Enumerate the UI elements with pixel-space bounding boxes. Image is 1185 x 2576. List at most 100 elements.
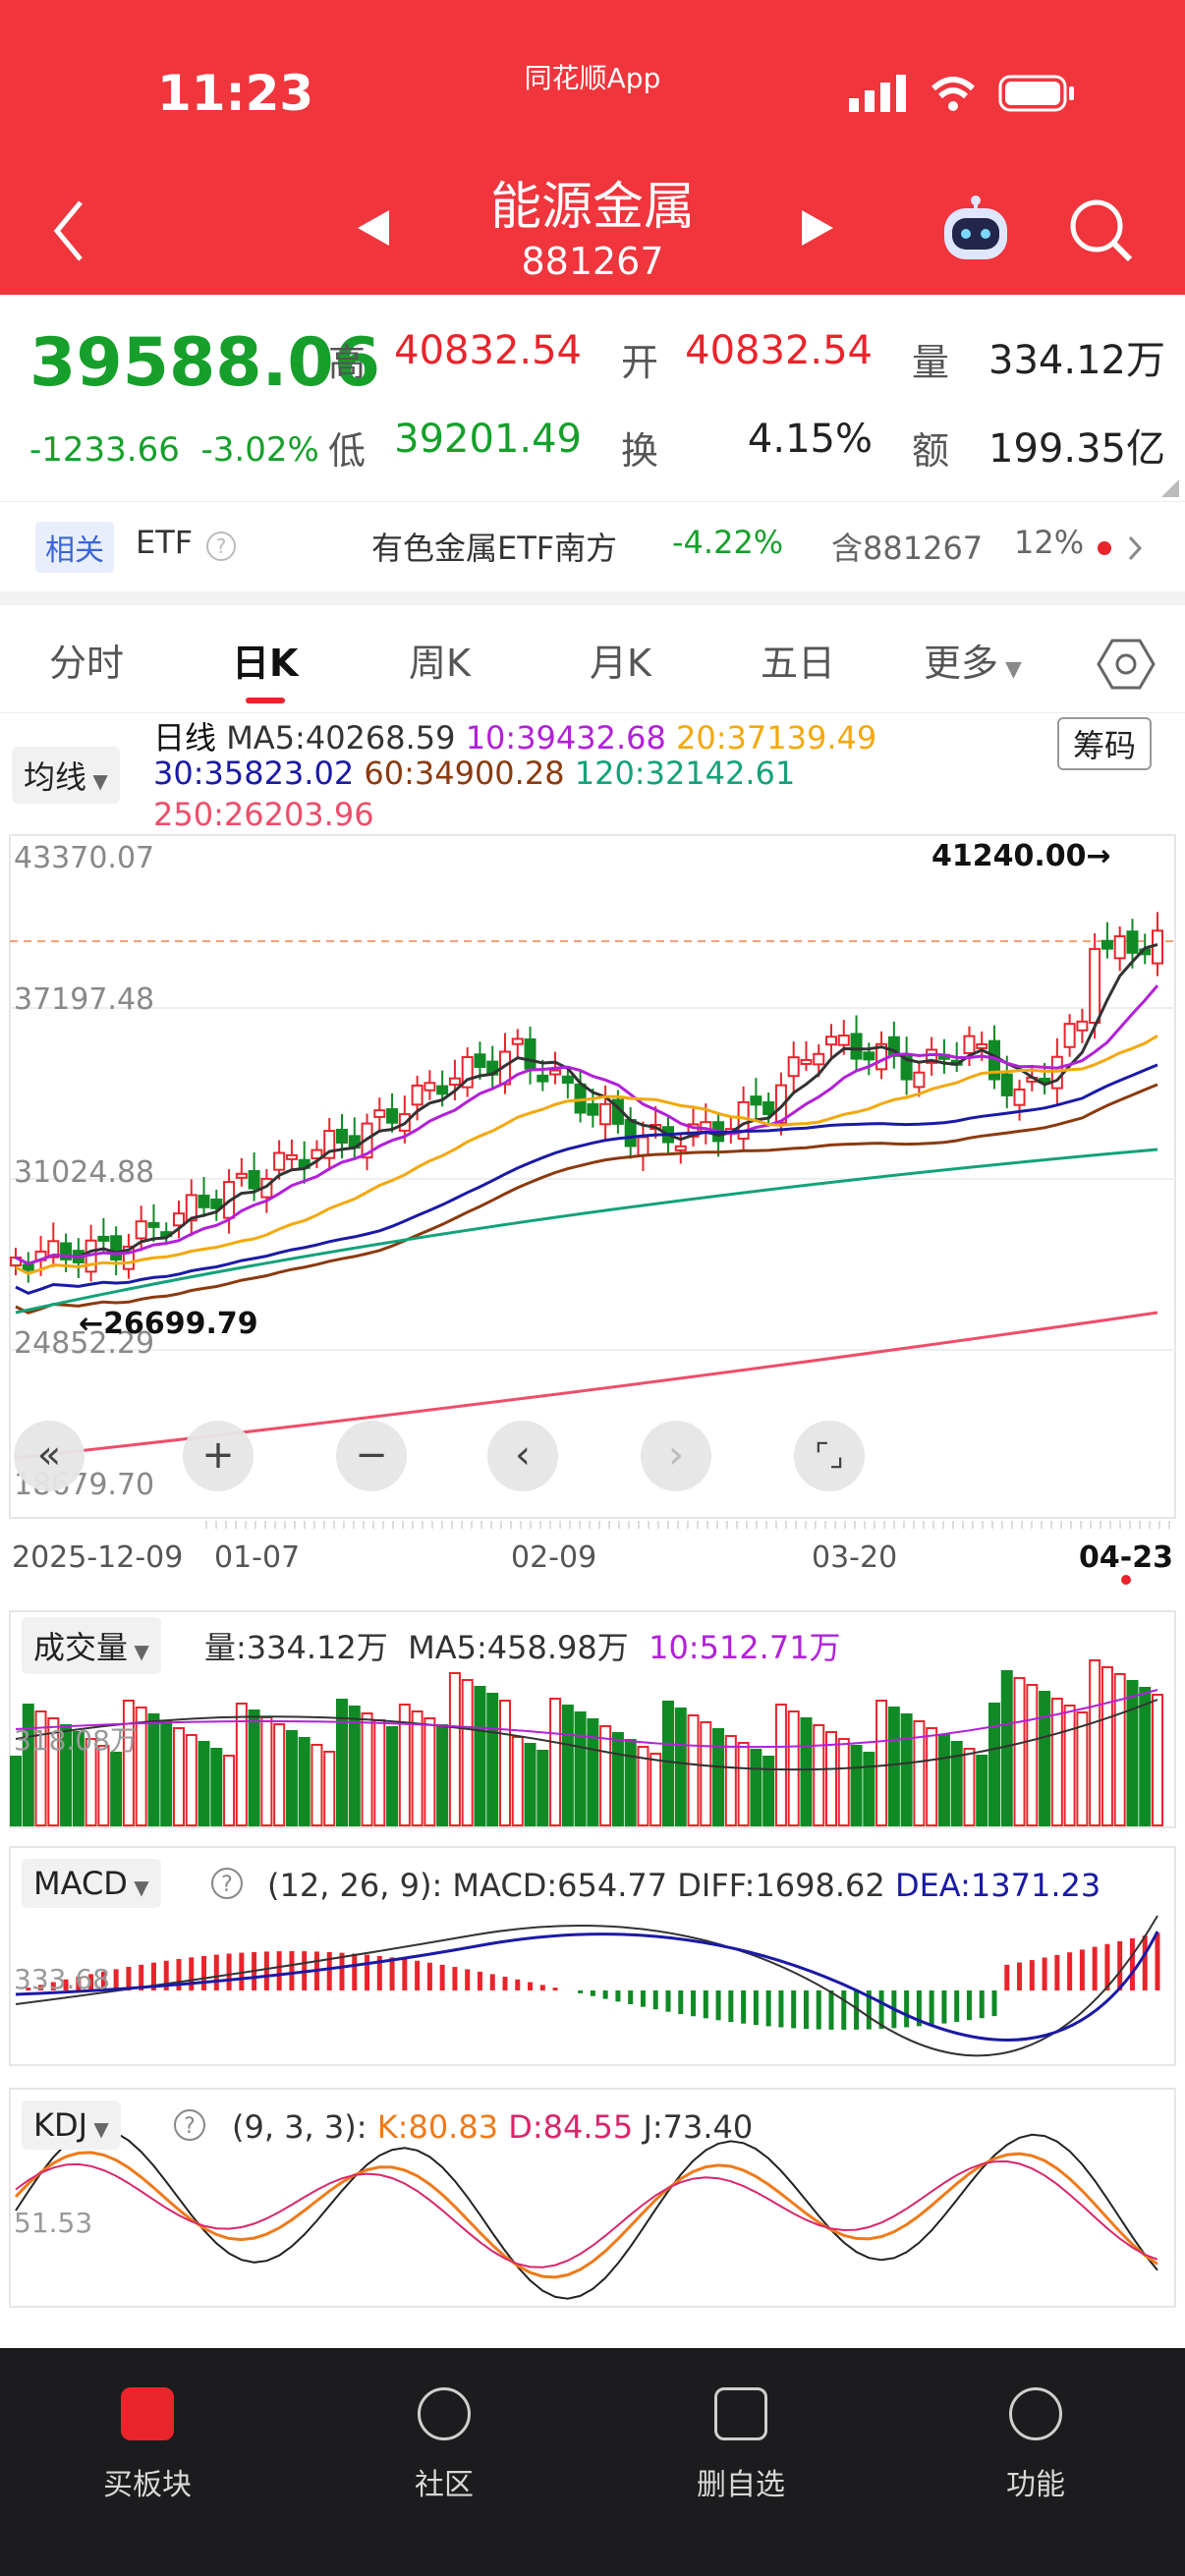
candle-body [1063, 1023, 1076, 1048]
volume-bar [913, 1720, 926, 1826]
svg-text:?: ? [184, 2114, 196, 2139]
settings-hexagon-icon[interactable] [1097, 635, 1156, 694]
zoom-out-all-button[interactable]: « [14, 1421, 85, 1491]
zoom-out-button[interactable]: − [336, 1421, 407, 1491]
tab-more[interactable]: 更多 ▼ [924, 633, 1022, 687]
tab-intraday[interactable]: 分时 [49, 642, 125, 685]
tab-five-day[interactable]: 五日 [761, 642, 836, 685]
candle-body [813, 1052, 825, 1066]
ma120-line [15, 1148, 1158, 1315]
etf-label: ETF [136, 524, 194, 561]
volume-bar [837, 1738, 850, 1826]
candle-body [185, 1194, 198, 1222]
candle-body [411, 1084, 423, 1106]
search-icon[interactable] [1067, 196, 1136, 265]
chip-button[interactable]: 筹码 [1057, 717, 1153, 770]
robot-icon[interactable] [938, 193, 1013, 267]
candle-body [386, 1108, 399, 1124]
ma250-value: 250:26203.96 [153, 796, 374, 833]
candle-body [373, 1109, 386, 1118]
macd-selector[interactable]: MACD ▼ [22, 1859, 161, 1908]
macd-value: MACD:654.77 [452, 1867, 668, 1904]
candle-body [448, 1077, 461, 1087]
volume-bar [198, 1741, 210, 1826]
candle-body [837, 1035, 850, 1046]
volume-bar [486, 1693, 499, 1826]
kdj-selector-label: KDJ [33, 2106, 88, 2144]
volume-bar [474, 1686, 486, 1826]
related-etf-bar[interactable]: 相关 ETF ? 有色金属ETF南方 -4.22% 含881267 12% [0, 501, 1185, 591]
svg-text:?: ? [221, 1873, 233, 1897]
turnover-value: 4.15% [747, 417, 873, 462]
candle-body [599, 1102, 612, 1126]
ma250-line [15, 1311, 1158, 1460]
ma-selector[interactable]: 均线 ▼ [12, 747, 120, 804]
svg-text:?: ? [216, 534, 227, 558]
volume-bar [122, 1700, 135, 1826]
macd-params: (12, 26, 9): [267, 1867, 443, 1904]
scroll-right-button[interactable]: › [641, 1421, 711, 1491]
candle-body [273, 1151, 286, 1171]
volume-bar [173, 1727, 185, 1826]
tab-more-label: 更多 [924, 642, 999, 685]
volume-bar [323, 1751, 336, 1826]
chart-canvas [9, 834, 1176, 2308]
tab-daily-k[interactable]: 日K [232, 642, 299, 685]
candle-body [1089, 947, 1101, 1025]
volume-bar [210, 1748, 223, 1826]
help-icon[interactable]: ? [204, 530, 238, 563]
tab-monthly-k[interactable]: 月K [590, 642, 651, 685]
panel-frame-0 [9, 834, 1176, 1519]
candle-body [561, 1075, 574, 1085]
candle-body [913, 1071, 926, 1089]
volume-bar [637, 1746, 649, 1826]
fullscreen-button[interactable]: ⌜⌟ [794, 1421, 865, 1491]
volume-selector[interactable]: 成交量 ▼ [22, 1617, 161, 1674]
candle-body [285, 1153, 298, 1160]
volume-ma10-line [15, 1689, 1158, 1749]
kdj-params: (9, 3, 3): [232, 2108, 367, 2146]
candle-body [863, 1051, 875, 1061]
volume-bar [724, 1735, 737, 1826]
ma30-value: 30:35823.02 [153, 755, 355, 792]
candle-body [637, 1136, 649, 1156]
candle-body [436, 1085, 449, 1095]
ma5-value: MA5:40268.59 [226, 719, 456, 756]
price-change: -1233.66 -3.02% [29, 430, 319, 470]
volume-selector-label: 成交量 [33, 1629, 129, 1666]
help-icon[interactable]: ? [171, 2106, 208, 2144]
volume-bar [737, 1742, 750, 1826]
candle-body [423, 1082, 436, 1092]
nav-community-label: 社区 [415, 2468, 474, 2502]
tab-weekly-k[interactable]: 周K [409, 642, 471, 685]
open-label: 开 [621, 341, 659, 384]
change-percent: -3.02% [200, 430, 319, 470]
candle-body [1000, 1073, 1013, 1096]
macd-y-label: 333.68 [14, 1963, 110, 1995]
dropdown-caret-icon: ▼ [87, 2117, 109, 2141]
zoom-in-button[interactable]: + [183, 1421, 254, 1491]
volume-bar [963, 1748, 976, 1826]
volume-bar [1089, 1659, 1101, 1826]
volume-bar [850, 1745, 863, 1826]
volume-bar [611, 1732, 624, 1826]
volume-bar [662, 1701, 674, 1826]
change-value: -1233.66 [29, 430, 180, 470]
next-triangle-icon[interactable] [798, 206, 837, 250]
volume-bar [411, 1710, 423, 1826]
candle-body [323, 1130, 336, 1159]
scroll-left-button[interactable]: ‹ [487, 1421, 558, 1491]
macd-legend: (12, 26, 9): MACD:654.77 DIFF:1698.62 DE… [267, 1867, 1100, 1904]
volume-ma5: MA5:458.98万 [408, 1629, 629, 1666]
volume-bar [373, 1719, 386, 1826]
candle-body [235, 1172, 248, 1179]
volume-y-label: 318.08万 [14, 1724, 138, 1757]
related-tag: 相关 [35, 522, 114, 573]
volume-bar [887, 1707, 900, 1826]
volume-bar [1152, 1694, 1163, 1826]
back-arrow-icon[interactable] [49, 196, 88, 265]
candle-body [963, 1035, 976, 1054]
kdj-selector[interactable]: KDJ ▼ [22, 2100, 121, 2150]
help-icon[interactable]: ? [208, 1865, 246, 1902]
prev-triangle-icon[interactable] [354, 206, 393, 250]
